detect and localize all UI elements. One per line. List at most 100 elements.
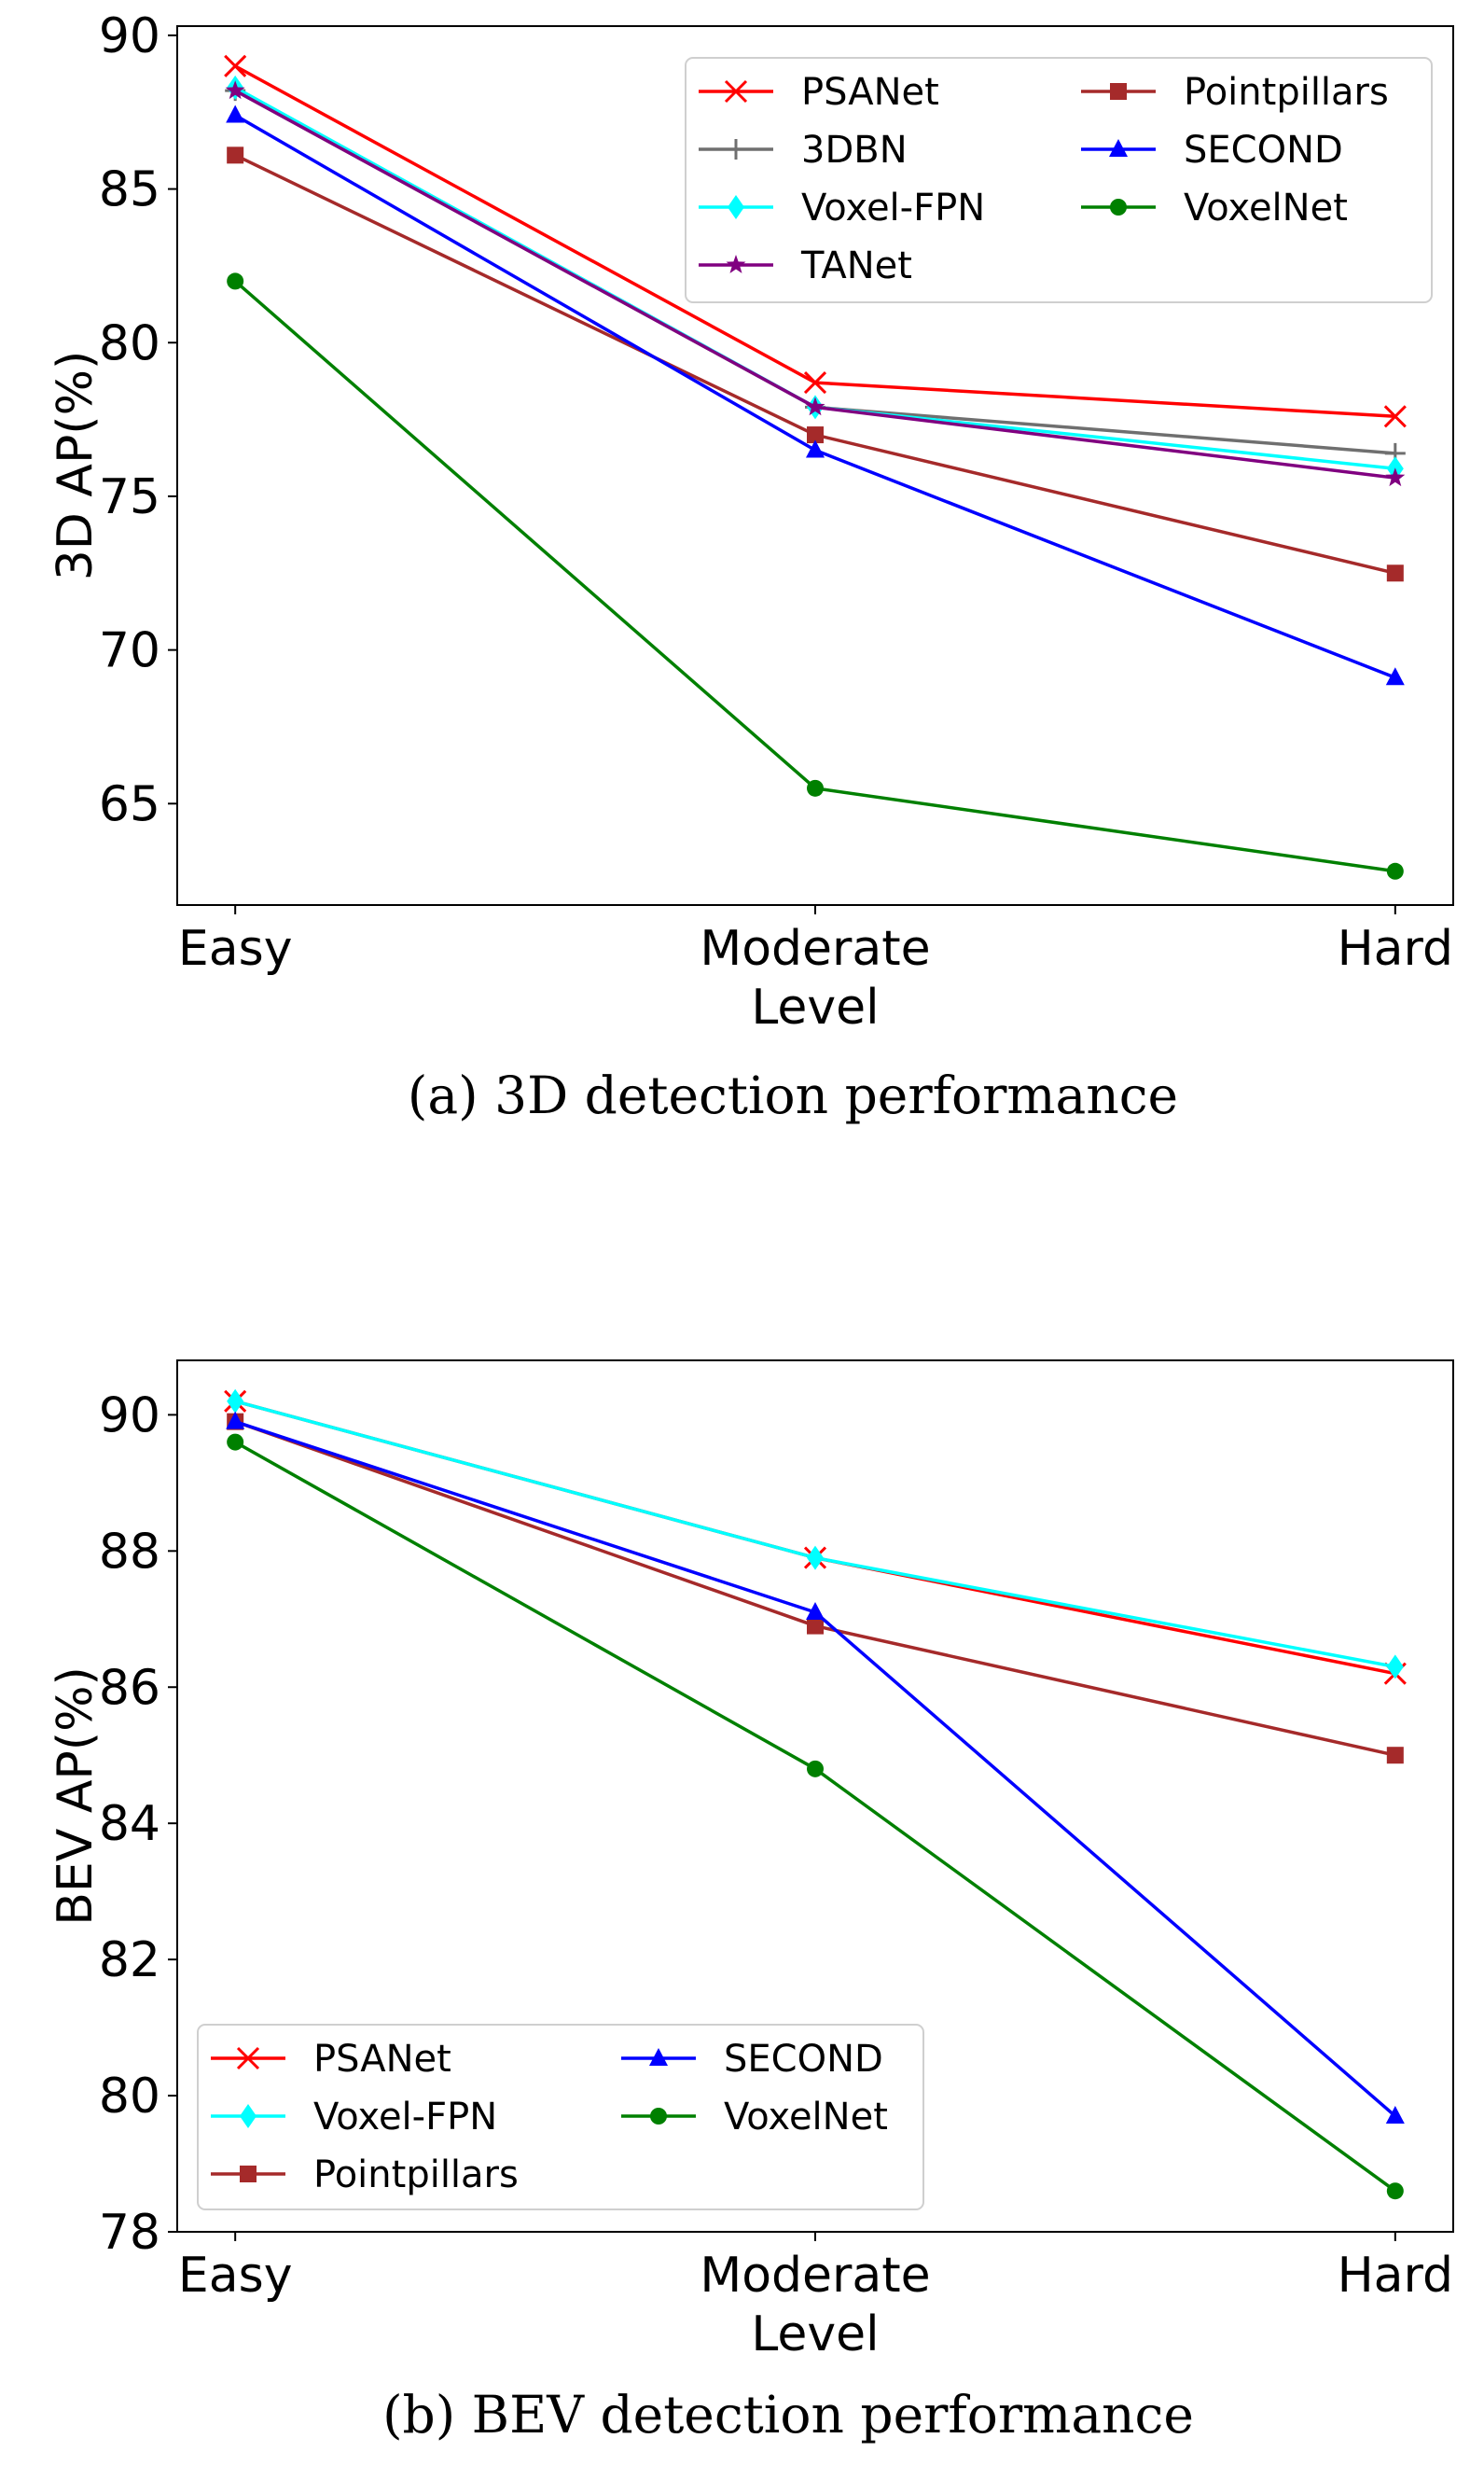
chart-bev-legend-label-voxel-fpn: Voxel-FPN [313,2096,497,2139]
chart-bev-legend-item-pointpillars: Pointpillars [211,2153,519,2196]
chart-3d-point-tanet-hard [1385,467,1406,487]
chart-bev-point-second-easy [226,1411,245,1429]
chart-bev-point-voxel-fpn-hard [1386,1654,1404,1679]
chart-bev-legend-label-voxelnet: VoxelNet [724,2096,888,2139]
chart-3d-series-voxelnet [227,272,1404,880]
chart-3d-ytick-label-90: 90 [99,8,160,64]
chart-3d-legend-frame [685,57,1433,303]
chart-bev-legend-label-pointpillars: Pointpillars [313,2153,519,2196]
chart-bev-point-pointpillars-moderate [807,1617,824,1635]
chart-bev-xtick-label-hard: Hard [1338,2248,1453,2304]
chart-bev-legend-marker-voxel-fpn [240,2104,257,2128]
chart-bev-legend-marker-second [649,2048,668,2066]
chart-3d-point-tanet-moderate [805,397,825,416]
chart-bev-legend-item-psanet: PSANet [211,2038,451,2081]
chart-bev-x-axis-label: Level [751,2306,879,2362]
chart-3d-point-voxelnet-moderate [807,779,824,797]
chart-3d-legend-label-second: SECOND [1184,129,1343,172]
chart-3d-legend-item-voxel-fpn: Voxel-FPN [699,187,985,230]
chart-3d-legend-item-3dbn: 3DBN [699,129,908,172]
chart-3d-legend-label-voxel-fpn: Voxel-FPN [801,187,985,230]
chart-3d-legend-item-psanet: PSANet [699,71,939,114]
chart-3d-legend-marker-second [1109,139,1128,157]
chart-3d-point-second-moderate [806,439,825,458]
chart-3d-legend-item-second: SECOND [1081,129,1343,172]
chart-3d-legend-item-voxelnet: VoxelNet [1081,187,1348,230]
chart-bev-ytick-label-84: 84 [99,1796,160,1852]
chart-bev-legend-marker-psanet [236,2046,260,2070]
chart-3d-legend-item-pointpillars: Pointpillars [1081,71,1389,114]
chart-bev-legend-marker-pointpillars [240,2166,257,2182]
chart-3d-point-psanet-easy [224,54,247,77]
chart-bev-legend-frame [197,2024,924,2210]
chart-bev-point-voxelnet-easy [227,1433,244,1451]
chart-3d-ytick-label-80: 80 [99,315,160,371]
chart-3d-legend-marker-voxel-fpn [728,195,744,219]
chart-bev-point-voxel-fpn-moderate [807,1545,824,1570]
chart-bev-ytick-label-88: 88 [99,1524,160,1580]
chart-3d-point-psanet-moderate [803,371,827,395]
chart-bev-legend-item-voxelnet: VoxelNet [621,2096,888,2139]
chart-3d-legend-marker-3dbn [726,139,746,160]
chart-3d-ytick-label-70: 70 [99,623,160,679]
chart-bev-legend-label-psanet: PSANet [313,2038,451,2081]
chart-bev-series-voxel-fpn [227,1388,1404,1679]
chart-bev-line-pointpillars [234,1420,1396,1757]
chart-3d-y-axis-label: 3D AP(%) [48,351,104,581]
chart-bev-point-voxelnet-hard [1386,2182,1404,2200]
chart-3d-series-tanet [225,80,1406,487]
chart-bev-point-voxel-fpn-easy [227,1388,244,1414]
chart-3d-point-pointpillars-easy [227,146,244,164]
chart-3d-ytick-label-85: 85 [99,162,160,218]
chart-3d-xtick-label-hard: Hard [1338,921,1453,977]
chart-3d-point-voxelnet-easy [227,272,244,290]
chart-3d-series-second [226,104,1405,686]
chart-3d-legend-marker-pointpillars [1110,83,1127,100]
chart-3d-legend-label-3dbn: 3DBN [801,129,908,172]
caption-3d: (a) 3D detection performance [408,1066,1178,1125]
chart-3d-legend-label-pointpillars: Pointpillars [1184,71,1389,114]
chart-bev-point-second-hard [1385,2105,1405,2124]
chart-3d-xtick-label-easy: Easy [178,921,293,977]
chart-bev-series-voxelnet [227,1433,1404,2200]
chart-3d-point-tanet-easy [225,80,245,100]
chart-3d-legend-label-psanet: PSANet [801,71,939,114]
chart-3d-series-pointpillars [227,146,1404,582]
chart-bev-xtick-label-moderate: Moderate [700,2248,930,2304]
chart-bev-point-second-moderate [806,1601,825,1620]
chart-bev-ytick-label-86: 86 [99,1660,160,1716]
chart-3d-point-second-hard [1385,667,1405,686]
chart-3d-detection: 65 70 75 80 85 90 Easy Moderate Hard Level 3D AP(%… [48,8,1454,1036]
chart-bev-ytick-label-82: 82 [99,1932,160,1988]
chart-bev-series-second [226,1411,1405,2124]
chart-3d-legend: PSANet 3DBN Voxel-FPN TANet Pointpillars SECO… [685,57,1433,303]
chart-bev-series-pointpillars [227,1413,1404,1764]
chart-bev-ytick-label-78: 78 [99,2205,160,2261]
chart-bev-point-pointpillars-hard [1386,1747,1404,1764]
chart-3d-legend-item-tanet: TANet [699,244,912,287]
chart-bev-legend-item-voxel-fpn: Voxel-FPN [211,2096,497,2139]
chart-3d-legend-label-voxelnet: VoxelNet [1184,187,1348,230]
chart-bev-legend: PSANet Voxel-FPN Pointpillars SECOND VoxelNe… [197,2024,924,2210]
chart-bev-xtick-label-easy: Easy [178,2248,293,2304]
caption-bev: (b) BEV detection performance [382,2385,1194,2445]
chart-bev-point-voxelnet-moderate [807,1760,824,1777]
chart-bev-ytick-label-80: 80 [99,2069,160,2125]
chart-3d-ytick-label-75: 75 [99,469,160,525]
chart-3d-xtick-label-moderate: Moderate [700,921,930,977]
chart-3d-legend-marker-tanet [726,255,746,273]
chart-3d-series-psanet [224,54,1407,428]
chart-3d-point-second-easy [226,104,245,123]
chart-3d-point-psanet-hard [1383,405,1407,428]
chart-3d-point-pointpillars-moderate [807,426,824,444]
chart-3d-legend-label-tanet: TANet [800,244,912,287]
chart-3d-ytick-label-65: 65 [99,776,160,832]
chart-bev-ytick-label-90: 90 [99,1387,160,1443]
chart-3d-legend-marker-psanet [724,79,748,104]
chart-bev-legend-item-second: SECOND [621,2038,883,2081]
chart-3d-x-axis-label: Level [751,980,879,1036]
chart-3d-point-pointpillars-hard [1386,564,1404,582]
chart-bev-legend-label-second: SECOND [724,2038,883,2081]
chart-bev-detection: 78 80 82 84 86 88 90 Easy Moderate Hard Level BEV A… [48,1359,1454,2362]
chart-bev-y-axis-label: BEV AP(%) [48,1666,104,1926]
